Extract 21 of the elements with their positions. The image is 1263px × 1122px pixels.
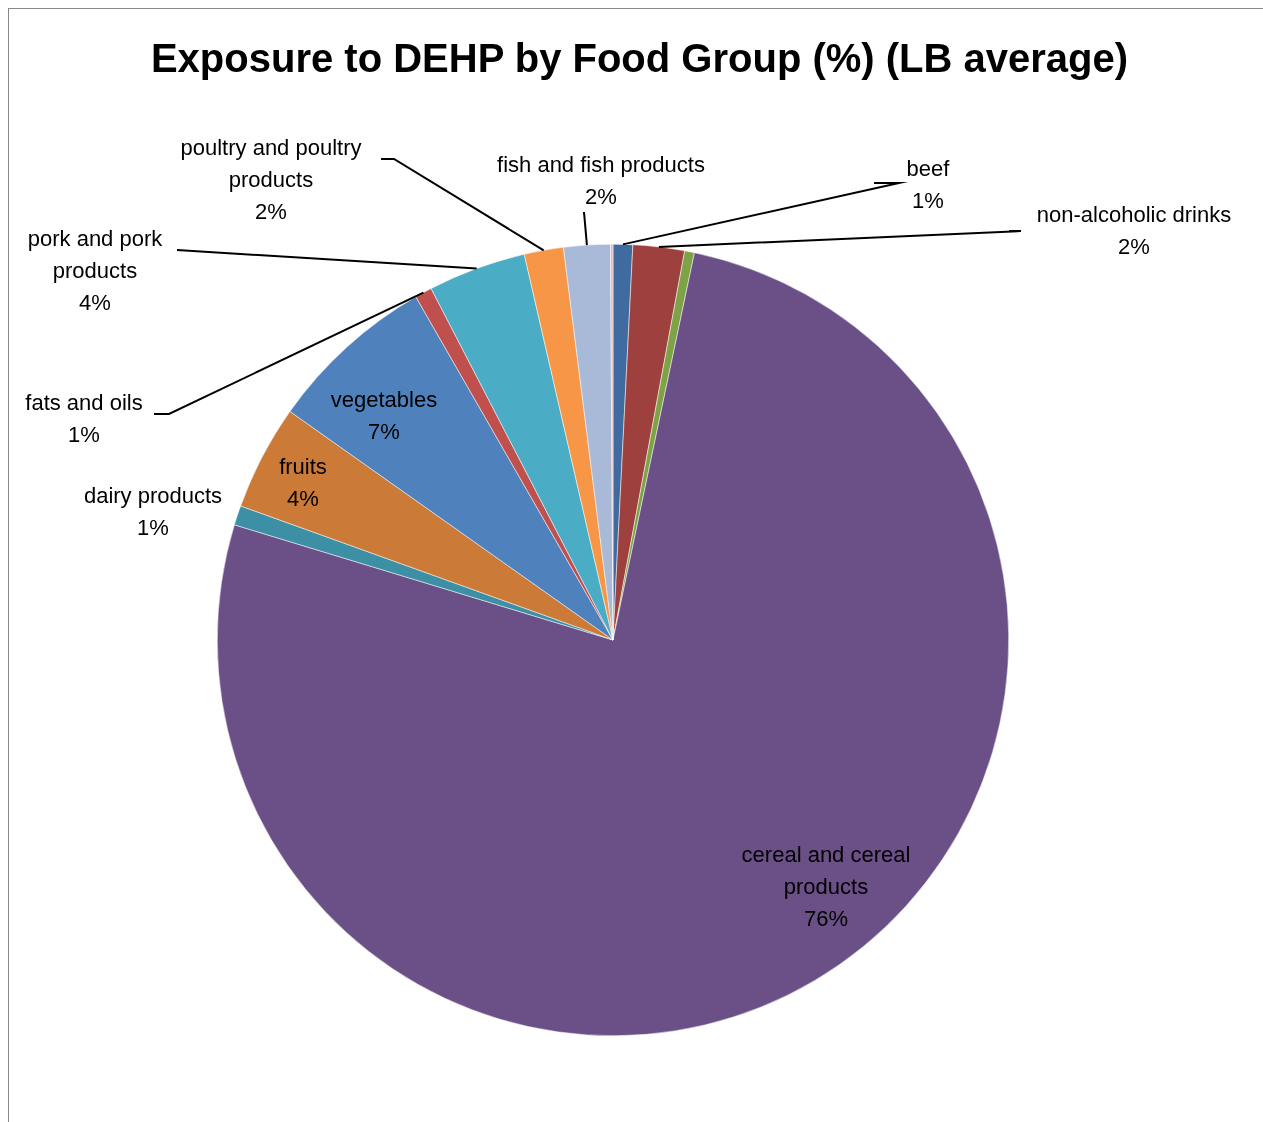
slice-label: poultry and poultry products — [180, 135, 362, 193]
slice-label: vegetables — [330, 387, 438, 413]
data-label: 76% — [803, 906, 849, 932]
slice-label: beef — [906, 156, 951, 182]
slice-label: non-alcoholic drinks — [1036, 202, 1232, 228]
slice-label: cereal and cereal products — [741, 842, 911, 900]
chart-title: Exposure to DEHP by Food Group (%) (LB average) — [150, 36, 1129, 81]
slice-label: dairy products — [83, 483, 223, 509]
data-label: 4% — [287, 486, 319, 512]
slice-label: fruits — [279, 454, 327, 480]
data-label: 2% — [255, 199, 287, 225]
data-label: 1% — [137, 515, 169, 541]
slice-label: pork and pork products — [27, 226, 164, 284]
data-label: 4% — [79, 290, 111, 316]
data-label: 2% — [585, 184, 617, 210]
slice-label: fats and oils — [25, 390, 143, 416]
slice-label: fish and fish products — [497, 152, 705, 178]
data-label: 1% — [912, 188, 944, 214]
data-label: 7% — [368, 419, 400, 445]
data-label: 1% — [68, 422, 100, 448]
data-label: 2% — [1118, 234, 1150, 260]
